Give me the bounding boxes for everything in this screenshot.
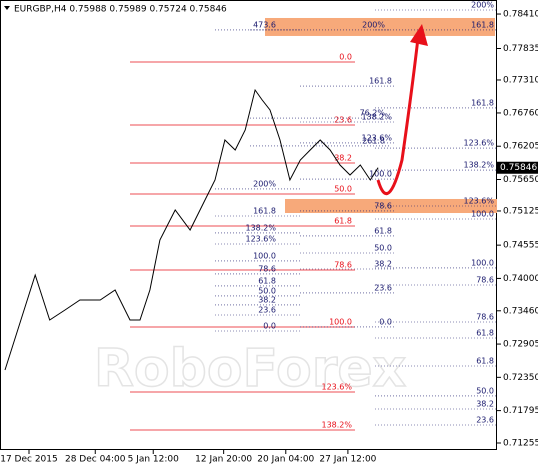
fib-label: 78.6 xyxy=(476,313,494,322)
fib-label: 100.0 xyxy=(329,317,352,326)
y-tick-label: 0.75125 xyxy=(503,206,538,216)
fib-label: 261.8 xyxy=(362,136,385,145)
watermark: RoboForex xyxy=(94,339,406,399)
y-tick-label: 0.71795 xyxy=(503,406,538,416)
fib-label: 50.0 xyxy=(476,386,494,395)
y-tick-label: 0.77310 xyxy=(503,75,538,85)
fib-label: 123.6% xyxy=(361,133,392,142)
fib-label: 161.8 xyxy=(253,207,276,216)
y-tick-label: 0.76205 xyxy=(503,142,538,152)
fib-label: 61.8 xyxy=(258,276,276,285)
fib-label: 200% xyxy=(471,1,494,10)
arrow-head xyxy=(410,24,428,46)
fib-label: 78.6 xyxy=(476,276,494,285)
fib-label: 78.6 xyxy=(374,201,392,210)
chart-title: EURGBP,H4 0.75988 0.75989 0.75724 0.7584… xyxy=(14,5,227,15)
fib-label: 50.0 xyxy=(334,185,352,194)
fib-label: 123.6% xyxy=(463,139,494,148)
fib-label: 38.2 xyxy=(476,399,494,408)
fib-label: 50.0 xyxy=(258,286,276,295)
x-tick-label: 28 Dec 04:00 xyxy=(65,455,126,465)
fib-label: 138.2% xyxy=(245,223,276,232)
x-tick-label: 5 Jan 12:00 xyxy=(128,455,180,465)
x-tick-label: 27 Jan 12:00 xyxy=(319,455,376,465)
fib-label: 123.6% xyxy=(321,382,352,391)
fib-label: 23.6 xyxy=(374,283,392,292)
y-tick-label: 0.74000 xyxy=(503,274,538,284)
fib-label: 78.6 xyxy=(334,261,352,270)
price-line xyxy=(4,88,379,371)
fib-label: 200% xyxy=(253,179,276,188)
target-zone xyxy=(265,17,495,36)
x-tick-label: 20 Jan 04:00 xyxy=(257,455,314,465)
price-tag xyxy=(497,161,538,174)
fib-label: 100.0 xyxy=(471,210,494,219)
fib-label: 61.8 xyxy=(334,217,352,226)
fib-label: 200% xyxy=(362,20,385,29)
y-tick-label: 0.71255 xyxy=(503,438,538,448)
fib-label: 138.2% xyxy=(361,113,392,122)
fib-label: 61.8 xyxy=(476,329,494,338)
fib-label: 473.6 xyxy=(253,20,276,29)
y-tick-label: 0.72350 xyxy=(503,373,538,383)
fib-label: 100.0 xyxy=(471,258,494,267)
fib-label: 123.6% xyxy=(463,196,494,205)
fib-label: 138.2% xyxy=(321,420,352,429)
fib-label: 78.6 xyxy=(258,264,276,273)
fib-label: 0.0 xyxy=(339,52,352,61)
y-tick-label: 0.77835 xyxy=(503,44,538,54)
fib-label: 0.0 xyxy=(263,321,276,330)
fib-label: 23.6 xyxy=(476,416,494,425)
menu-icon xyxy=(4,6,10,10)
y-tick-label: 0.75650 xyxy=(503,175,538,185)
fib-label: 50.0 xyxy=(374,243,392,252)
fib-label: 0.0 xyxy=(379,317,392,326)
x-tick-label: 12 Jan 20:00 xyxy=(195,455,252,465)
fib-label: 38.2 xyxy=(334,154,352,163)
y-tick-label: 0.74555 xyxy=(503,241,538,251)
fib-label: 138.2% xyxy=(463,161,494,170)
fib-label: 100.0 xyxy=(369,170,392,179)
price-tag-label: 0.75846 xyxy=(500,163,537,173)
fib-label: 61.8 xyxy=(476,357,494,366)
fib-label: 76.2% xyxy=(360,109,386,118)
fib-label: 123.6% xyxy=(245,235,276,244)
y-tick-label: 0.76760 xyxy=(503,108,538,118)
fib-label: 161.8 xyxy=(369,77,392,86)
y-tick-label: 0.78410 xyxy=(503,10,538,20)
fib-label: 161.8 xyxy=(471,98,494,107)
y-tick-label: 0.73460 xyxy=(503,306,538,316)
fib-label: 38.2 xyxy=(258,295,276,304)
y-tick-label: 0.72905 xyxy=(503,340,538,350)
fib-label: 23.6 xyxy=(334,116,352,125)
forecast-arrow xyxy=(376,37,420,195)
x-tick-label: 17 Dec 2015 xyxy=(0,455,58,465)
fib-label: 23.6 xyxy=(258,305,276,314)
fib-label: 61.8 xyxy=(374,226,392,235)
fib-label: 100.0 xyxy=(253,251,276,260)
fib-label: 38.2 xyxy=(374,260,392,269)
fib-label: 161.8 xyxy=(471,20,494,29)
